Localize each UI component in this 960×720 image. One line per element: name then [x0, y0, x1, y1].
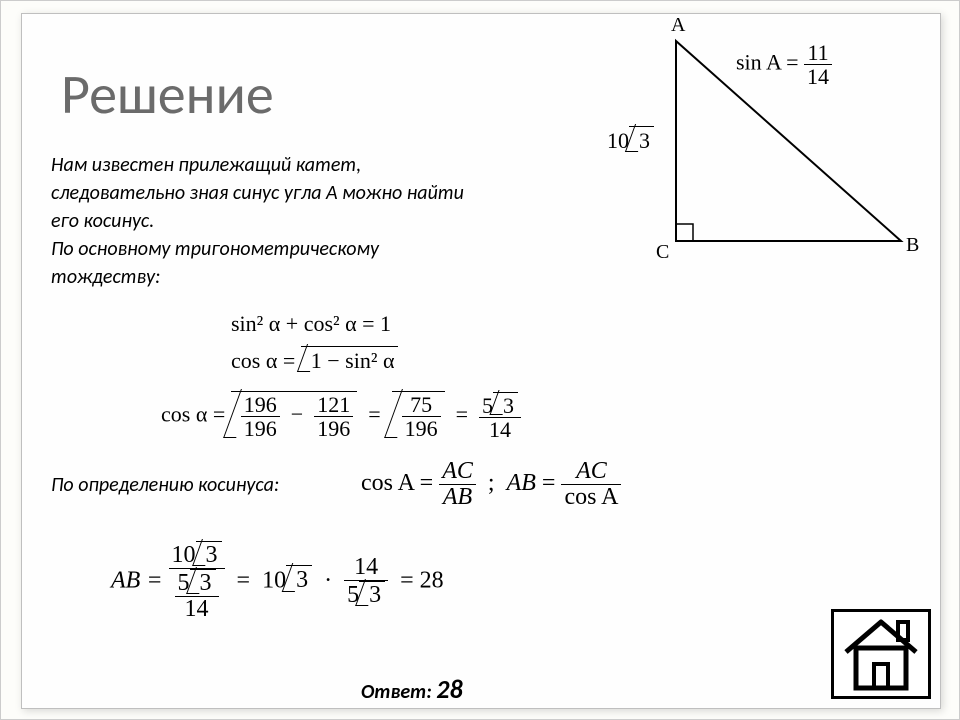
intro-l3: его косинус.	[51, 209, 154, 233]
sin-a-given: sin A = 1114	[736, 41, 832, 88]
answer-line: Ответ: 28	[361, 671, 463, 707]
vertex-a: А	[671, 14, 685, 37]
triangle-diagram: А С В 103 sin A = 1114	[601, 16, 921, 276]
intro-l1: Нам известен прилежащий катет,	[51, 153, 361, 177]
answer-label: Ответ:	[361, 680, 436, 704]
ab-calc: AB = 103 53 14 = 103 · 14 53 = 28	[111, 541, 444, 623]
eq-cos-from-sin: cos α = 1 − sin² α	[231, 346, 398, 374]
vertex-b: В	[906, 234, 919, 257]
vertex-c: С	[656, 241, 669, 264]
answer-value: 28	[436, 673, 462, 705]
intro-text: Нам известен прилежащий катет, следовате…	[51, 151, 464, 291]
home-button[interactable]	[831, 609, 931, 699]
cos-def-label: По определению косинуса:	[51, 471, 279, 499]
cos-def-1: cos A = ACAB ; AB = ACcos A	[361, 459, 621, 510]
intro-l4: По основному тригонометрическому	[51, 237, 379, 261]
intro-l2: следовательно зная синус угла А можно на…	[51, 181, 464, 205]
side-ac-label: 103	[607, 126, 654, 154]
page-title: Решение	[61, 61, 274, 129]
eq-pythag: sin² α + cos² α = 1	[231, 311, 391, 337]
intro-l5: тождеству:	[51, 265, 160, 289]
eq-cos-calc: cos α = 196196 − 121196 = 75196 = 53 14	[161, 391, 521, 441]
